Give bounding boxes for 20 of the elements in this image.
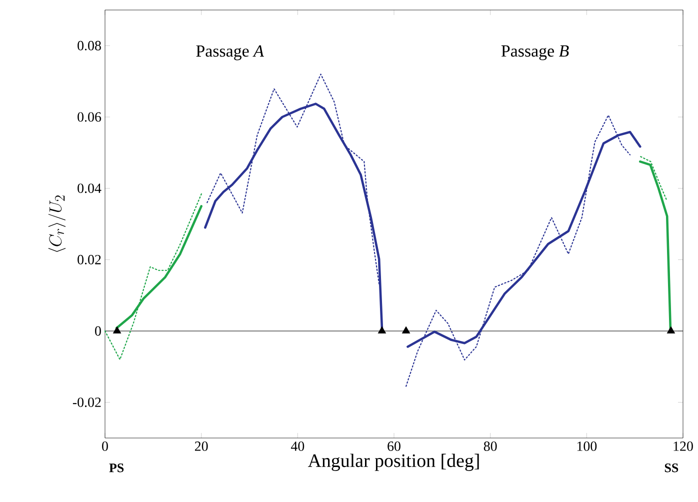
annotation: Passage A [196, 45, 264, 60]
y-tick-label: 0.08 [78, 40, 101, 50]
x-axis-title: Angular position [deg] [308, 454, 479, 471]
text: SS [664, 464, 678, 472]
y-tick-label: 0.06 [78, 112, 102, 122]
x-tick-label: 120 [674, 442, 693, 451]
y-tick-label: -0.02 [72, 398, 101, 408]
y-axis-title: $\langle C_r\rangle/U_2$ [48, 195, 66, 252]
annotation: Passage B [501, 45, 569, 60]
x-tick-label: 0 [102, 442, 108, 451]
y-tick-label: 0 [95, 326, 101, 336]
x-tick-label: 40 [290, 442, 304, 451]
y-tick-label: 0.04 [78, 184, 102, 194]
x-tick-label: 20 [194, 442, 208, 451]
x-tick-label: 60 [388, 442, 400, 451]
x-tick-label: 100 [577, 442, 597, 451]
x-tick-label: 80 [484, 442, 497, 451]
text: PS [109, 464, 124, 472]
line-series [104, 192, 202, 360]
y-tick-label: 0.02 [78, 254, 101, 264]
